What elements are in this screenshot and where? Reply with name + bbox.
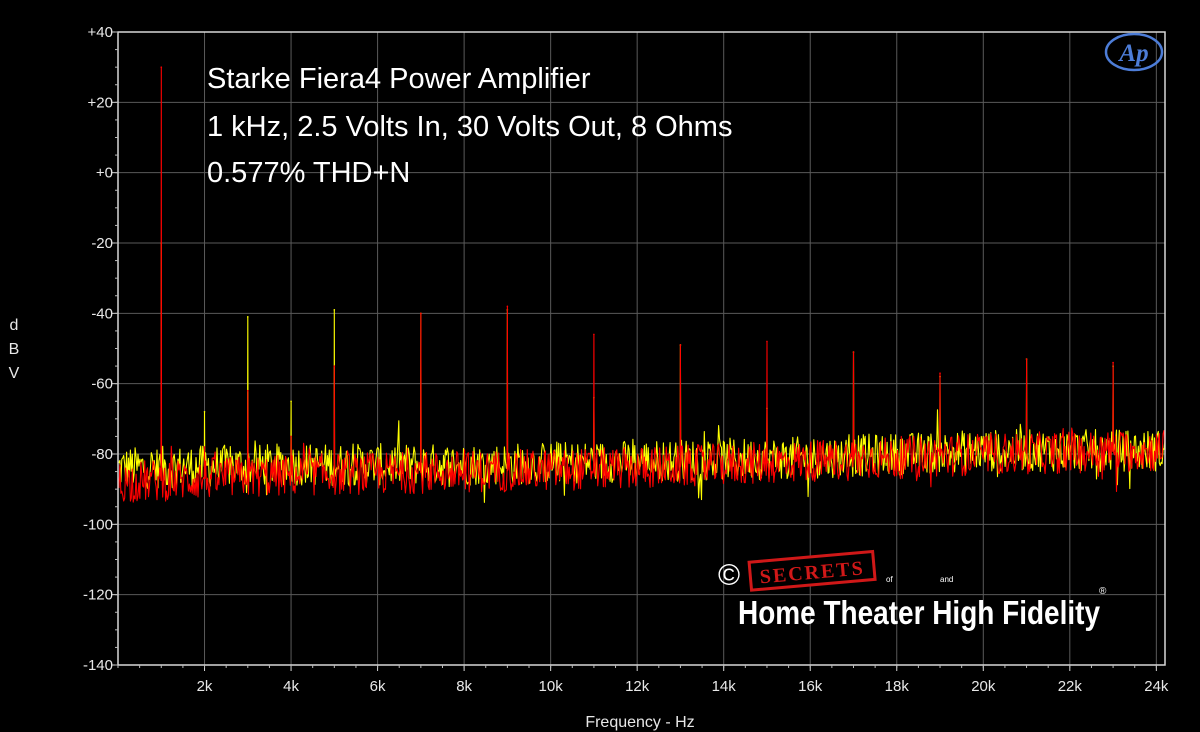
harmonic-peak: [593, 333, 595, 336]
y-tick-label: +0: [96, 165, 113, 182]
series-line-red: [117, 66, 1166, 503]
y-tick-label: -80: [91, 446, 113, 463]
harmonic-peak: [333, 365, 336, 367]
title-line-2: 1 kHz, 2.5 Volts In, 30 Volts Out, 8 Ohm…: [207, 111, 732, 143]
harmonic-peak: [679, 344, 682, 346]
y-tick-label: +20: [88, 94, 113, 111]
x-tick-label: 10k: [539, 678, 564, 695]
x-axis-label: Frequency - Hz: [585, 714, 694, 731]
x-tick-label: 14k: [712, 678, 737, 695]
title-line-3: 0.577% THD+N: [207, 157, 410, 189]
spectrum-traces: [117, 66, 1166, 503]
harmonic-peak: [939, 372, 941, 374]
y-axis-ticks: +40 +20 +0 -20 -40 -60 -80 -100 -120 -140: [83, 24, 118, 674]
title-line-1: Starke Fiera4 Power Amplifier: [207, 63, 591, 95]
x-tick-label: 24k: [1144, 678, 1169, 695]
y-tick-label: -20: [91, 235, 113, 252]
harmonic-peak: [506, 305, 509, 308]
harmonic-peak: [160, 66, 163, 68]
x-tick-label: 8k: [456, 678, 472, 695]
chart-title: Starke Fiera4 Power Amplifier 1 kHz, 2.5…: [207, 63, 732, 189]
harmonic-peak: [203, 411, 206, 413]
y-tick-label: -60: [91, 376, 113, 393]
brand-text: Home Theater High Fidelity: [738, 594, 1101, 631]
x-tick-label: 2k: [197, 678, 213, 695]
y-tick-label: -120: [83, 587, 113, 604]
harmonic-peak: [1112, 361, 1114, 364]
harmonic-peak: [333, 309, 336, 311]
harmonic-peak: [246, 316, 249, 318]
secrets-stamp-box: [747, 549, 877, 592]
of-small-text: of: [886, 575, 893, 584]
y-tick-label: -40: [91, 305, 113, 322]
x-tick-label: 6k: [370, 678, 386, 695]
plot-area: [118, 32, 1165, 665]
x-tick-label: 18k: [885, 678, 910, 695]
y-tick-label: +40: [88, 24, 113, 41]
x-tick-label: 16k: [798, 678, 823, 695]
harmonic-peak: [290, 400, 292, 403]
registered-symbol: ®: [1099, 586, 1107, 597]
harmonic-peak: [852, 351, 855, 353]
x-tick-label: 20k: [971, 678, 996, 695]
x-tick-label: 22k: [1058, 678, 1083, 695]
ap-logo-text: Ap: [1117, 40, 1148, 67]
x-tick-label: 4k: [283, 678, 299, 695]
copyright-symbol: ©: [718, 559, 740, 592]
x-axis-ticks: 2k 4k 6k 8k 10k 12k 14k 16k 18k 20k 22k 24k: [117, 665, 1169, 695]
harmonic-peak: [290, 435, 292, 438]
y-tick-label: -100: [83, 516, 113, 533]
ap-logo-ring: [1104, 32, 1164, 72]
harmonic-peak: [246, 389, 249, 392]
harmonic-peak: [203, 446, 206, 448]
harmonic-peak: [1025, 358, 1028, 360]
ap-logo: Ap: [1104, 32, 1164, 72]
x-tick-label: 12k: [625, 678, 650, 695]
secrets-hometheater-logo: © SECRETS of and Home Theater High Fidel…: [718, 549, 1107, 631]
harmonic-peak: [766, 340, 768, 343]
harmonic-peak: [420, 312, 422, 315]
and-small-text: and: [940, 575, 953, 584]
y-tick-label: -140: [83, 657, 113, 674]
